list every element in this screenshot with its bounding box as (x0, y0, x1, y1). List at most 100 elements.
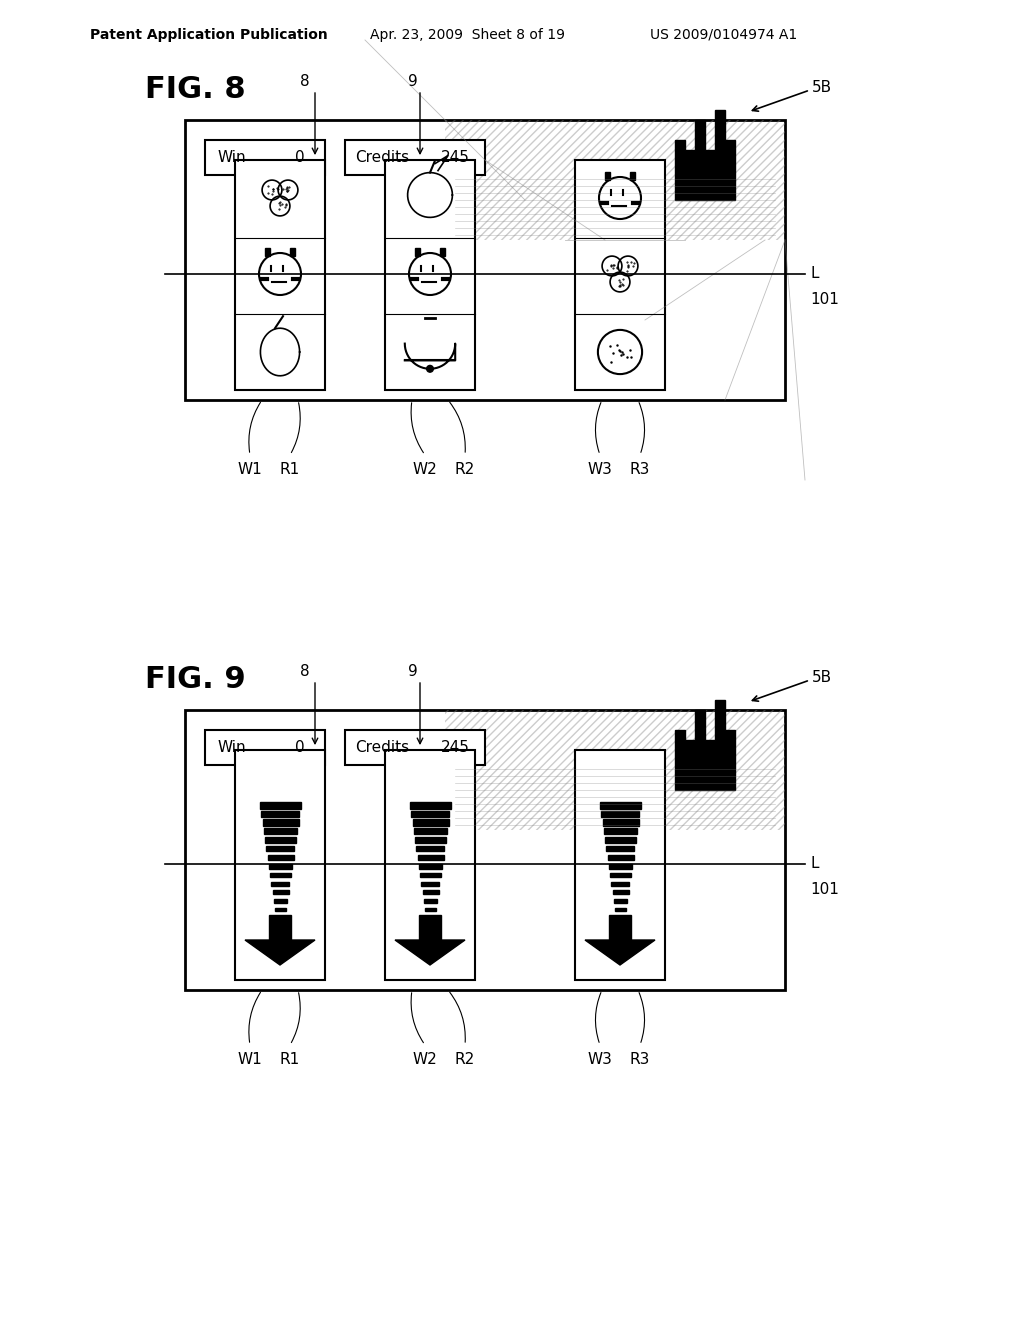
Bar (424, 899, 437, 903)
Bar (445, 120, 785, 240)
Bar (268, 855, 294, 861)
Bar (385, 160, 475, 389)
Text: Apr. 23, 2009  Sheet 8 of 19: Apr. 23, 2009 Sheet 8 of 19 (370, 28, 565, 42)
Text: R3: R3 (630, 462, 650, 478)
Text: Win: Win (217, 741, 246, 755)
Bar (264, 828, 297, 834)
Bar (611, 882, 629, 886)
Text: 9: 9 (409, 664, 418, 680)
Text: Win: Win (217, 150, 246, 165)
Bar (575, 160, 665, 389)
Bar (410, 801, 451, 809)
Text: L: L (810, 267, 818, 281)
Bar (205, 140, 325, 176)
Text: L: L (810, 857, 818, 871)
Bar (269, 863, 292, 869)
Bar (234, 160, 325, 389)
Bar (185, 710, 785, 990)
Bar (415, 837, 445, 843)
Text: Patent Application Publication: Patent Application Publication (90, 28, 328, 42)
Bar (421, 882, 439, 886)
Bar (445, 710, 785, 830)
Bar (415, 248, 420, 256)
Bar (609, 863, 632, 869)
Text: 5B: 5B (812, 81, 833, 95)
Bar (425, 908, 435, 911)
Bar (604, 828, 637, 834)
Bar (265, 248, 270, 256)
Text: 245: 245 (441, 741, 470, 755)
Text: 8: 8 (300, 74, 310, 90)
Bar (423, 891, 438, 894)
Bar (614, 899, 627, 903)
Bar (605, 172, 610, 180)
Bar (345, 140, 485, 176)
Polygon shape (395, 940, 465, 965)
Bar (234, 750, 325, 979)
Text: 101: 101 (810, 292, 839, 306)
Bar (411, 810, 449, 817)
Text: FIG. 8: FIG. 8 (145, 75, 246, 104)
Polygon shape (585, 940, 655, 965)
Text: R2: R2 (455, 1052, 475, 1068)
Text: 101: 101 (810, 882, 839, 896)
Bar (600, 801, 640, 809)
Bar (608, 855, 634, 861)
Bar (419, 915, 441, 945)
Text: 8: 8 (300, 664, 310, 680)
Text: 5B: 5B (812, 671, 833, 685)
Bar (606, 846, 634, 851)
Text: W1: W1 (238, 462, 262, 478)
Bar (290, 248, 295, 256)
Text: R1: R1 (280, 462, 300, 478)
Bar (261, 810, 299, 817)
Bar (440, 248, 445, 256)
Text: Credits: Credits (355, 741, 410, 755)
Text: 0: 0 (295, 150, 305, 165)
Bar (613, 891, 629, 894)
Bar (271, 882, 289, 886)
Bar (601, 810, 639, 817)
Bar (263, 820, 299, 826)
Bar (605, 837, 636, 843)
Text: R2: R2 (455, 462, 475, 478)
Bar (615, 908, 626, 911)
Text: 245: 245 (441, 150, 470, 165)
Bar (575, 750, 665, 979)
Bar (345, 730, 485, 766)
Bar (413, 820, 449, 826)
Polygon shape (245, 940, 315, 965)
Text: FIG. 9: FIG. 9 (145, 665, 246, 694)
Bar (610, 873, 631, 878)
Bar (385, 750, 475, 979)
Text: Credits: Credits (355, 150, 410, 165)
Bar (603, 820, 639, 826)
Bar (265, 837, 296, 843)
Text: W1: W1 (238, 1052, 262, 1068)
Bar (414, 828, 447, 834)
Bar (276, 917, 284, 920)
Bar (418, 855, 443, 861)
Text: R3: R3 (630, 1052, 650, 1068)
Bar (275, 908, 286, 911)
Polygon shape (675, 110, 735, 201)
Bar (630, 172, 635, 180)
Text: R1: R1 (280, 1052, 300, 1068)
Bar (426, 917, 434, 920)
Text: W3: W3 (588, 462, 612, 478)
Bar (185, 120, 785, 400)
Bar (273, 891, 289, 894)
Text: 9: 9 (409, 74, 418, 90)
Bar (416, 846, 444, 851)
Bar (419, 863, 442, 869)
Bar (616, 917, 624, 920)
Bar (266, 846, 294, 851)
Text: 0: 0 (295, 741, 305, 755)
Bar (274, 899, 287, 903)
Text: W2: W2 (413, 1052, 437, 1068)
Text: W3: W3 (588, 1052, 612, 1068)
Bar (269, 915, 291, 945)
Bar (420, 873, 440, 878)
Bar (205, 730, 325, 766)
Polygon shape (675, 700, 735, 789)
